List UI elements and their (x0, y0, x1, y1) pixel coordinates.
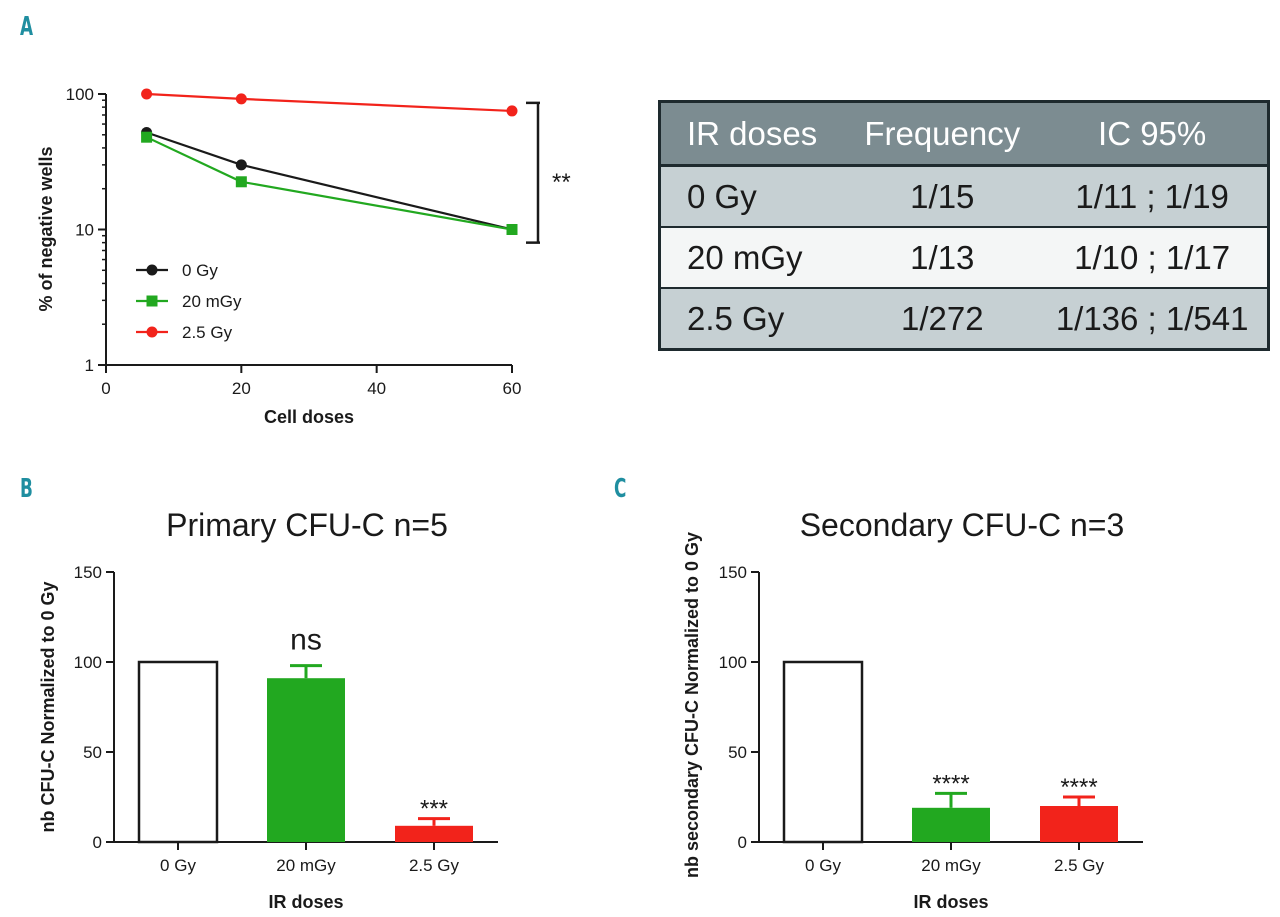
series-line-0-gy (146, 131, 513, 231)
x-axis-label: IR doses (268, 892, 343, 912)
chart-b: Primary CFU-C n=5 0 50 100 150 0 Gy 20 mGy ns 2.… (38, 507, 498, 912)
x-tick-label: 0 Gy (160, 856, 196, 875)
x-tick-label: 2.5 Gy (409, 856, 460, 875)
chart-title: Primary CFU-C n=5 (166, 507, 448, 543)
frequency-table: IR doses Frequency IC 95% 0 Gy 1/15 1/11… (658, 100, 1270, 351)
y-axis-label: nb secondary CFU-C Normalized to 0 Gy (682, 532, 702, 878)
significance-label: *** (420, 796, 448, 823)
y-tick-label: 150 (74, 563, 102, 582)
data-point (235, 176, 247, 188)
x-axis-label: IR doses (913, 892, 988, 912)
data-point (235, 159, 247, 171)
panel-label-b: B (20, 474, 33, 504)
table-cell: 1/11 ; 1/19 (1037, 165, 1269, 228)
table-cell: 1/13 (847, 227, 1038, 289)
significance-label: **** (1060, 774, 1097, 801)
x-tick-label: 0 (101, 379, 110, 398)
legend-label: 2.5 Gy (182, 323, 233, 342)
x-tick-label: 0 Gy (805, 856, 841, 875)
table-cell: 0 Gy (659, 165, 848, 228)
y-tick-label: 100 (74, 653, 102, 672)
table-row: 2.5 Gy 1/272 1/136 ; 1/541 (659, 288, 1269, 351)
bar (1040, 806, 1118, 842)
data-point (235, 93, 247, 105)
table-header-cell: Frequency (847, 101, 1038, 167)
bar (137, 660, 219, 844)
y-axis-label: % of negative wells (36, 146, 56, 311)
table-cell: 20 mGy (659, 227, 848, 289)
panel-label-a: A (20, 12, 34, 42)
bar (782, 660, 864, 844)
table-cell: 1/272 (847, 288, 1038, 351)
x-tick-label: 60 (503, 379, 522, 398)
x-tick-label: 20 mGy (921, 856, 981, 875)
y-tick-label: 100 (66, 85, 94, 104)
legend-marker (146, 295, 158, 307)
legend-label: 0 Gy (182, 261, 218, 280)
legend-marker (146, 326, 158, 338)
data-point (141, 88, 153, 100)
table-row: 0 Gy 1/15 1/11 ; 1/19 (659, 165, 1269, 228)
chart-a: 1 10 100 0 20 40 60 Cell doses % of negative wel… (36, 85, 571, 427)
series-line-2-5-gy (146, 92, 513, 113)
table-cell: 2.5 Gy (659, 288, 848, 351)
y-tick-label: 1 (85, 356, 94, 375)
table-row: 20 mGy 1/13 1/10 ; 1/17 (659, 227, 1269, 289)
x-tick-label: 40 (367, 379, 386, 398)
y-tick-label: 0 (93, 833, 102, 852)
bar (395, 825, 473, 842)
table-header-cell: IC 95% (1037, 101, 1269, 167)
x-tick-label: 20 mGy (276, 856, 336, 875)
y-tick-label: 50 (728, 743, 747, 762)
chart-c: Secondary CFU-C n=3 0 50 100 150 0 Gy 20 mGy **… (682, 507, 1143, 912)
y-tick-label: 10 (75, 221, 94, 240)
data-point (506, 224, 518, 235)
table-header-cell: IR doses (659, 101, 848, 167)
y-tick-label: 150 (719, 563, 747, 582)
legend-marker (146, 264, 158, 276)
y-tick-label: 100 (719, 653, 747, 672)
bar (912, 807, 990, 842)
significance-label: **** (932, 770, 969, 797)
table-cell: 1/10 ; 1/17 (1037, 227, 1269, 289)
panel-label-c: C (614, 474, 627, 504)
table-cell: 1/136 ; 1/541 (1037, 288, 1269, 351)
x-tick-label: 2.5 Gy (1054, 856, 1105, 875)
data-point (506, 105, 518, 117)
y-axis-label: nb CFU-C Normalized to 0 Gy (38, 581, 58, 832)
significance-label: ** (552, 169, 571, 196)
data-point (141, 131, 153, 143)
table-header-row: IR doses Frequency IC 95% (659, 101, 1269, 167)
legend-label: 20 mGy (182, 292, 242, 311)
x-tick-label: 20 (232, 379, 251, 398)
bar (267, 678, 345, 842)
significance-label: ns (290, 624, 322, 657)
chart-title: Secondary CFU-C n=3 (800, 507, 1125, 543)
y-tick-label: 50 (83, 743, 102, 762)
x-axis-label: Cell doses (264, 407, 354, 427)
table-cell: 1/15 (847, 165, 1038, 228)
y-tick-label: 0 (738, 833, 747, 852)
